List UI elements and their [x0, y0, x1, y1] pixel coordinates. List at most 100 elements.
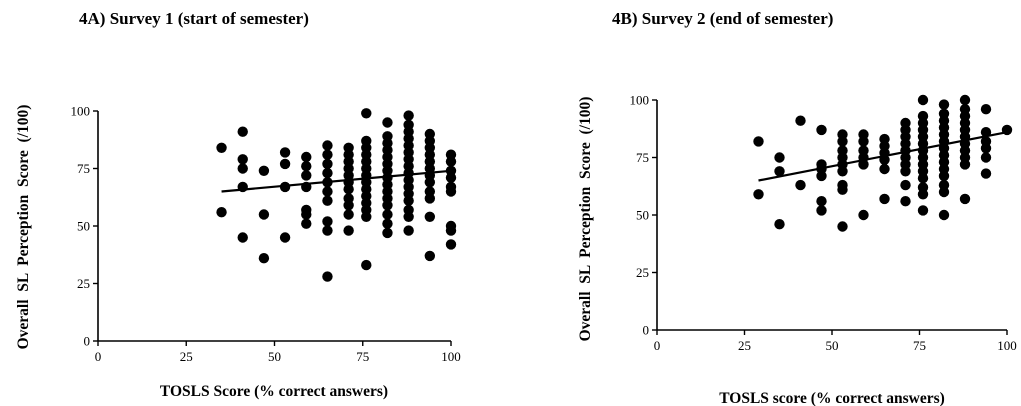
data-point: [917, 205, 929, 216]
y-tick-label: 25: [636, 265, 649, 280]
chart-title: 4A) Survey 1 (start of semester): [79, 9, 309, 28]
data-point: [980, 168, 992, 179]
data-point: [795, 179, 806, 191]
data-point: [980, 152, 992, 163]
data-point: [445, 239, 457, 250]
data-point: [774, 219, 785, 230]
y-tick-label: 0: [643, 323, 650, 338]
data-point: [279, 181, 291, 193]
data-point: [858, 159, 869, 170]
data-point: [322, 216, 333, 227]
y-tick-label: 75: [77, 161, 90, 176]
x-axis-label: TOSLS score (% correct answers): [719, 390, 945, 406]
data-point: [322, 271, 333, 282]
x-tick-label: 75: [913, 338, 926, 353]
data-point: [343, 184, 354, 195]
y-tick-label: 100: [630, 93, 650, 108]
data-point: [858, 209, 869, 221]
data-point: [424, 250, 436, 262]
data-point: [917, 189, 929, 200]
data-point: [980, 143, 992, 154]
x-tick-label: 25: [180, 349, 193, 364]
x-tick-label: 0: [654, 338, 661, 353]
data-point: [403, 195, 414, 206]
data-point: [382, 227, 393, 239]
data-point: [322, 140, 333, 151]
data-point: [343, 225, 354, 236]
data-point: [237, 232, 248, 243]
data-point: [301, 170, 312, 181]
data-point: [837, 221, 848, 232]
x-tick-label: 25: [738, 338, 751, 353]
data-point: [858, 136, 869, 147]
data-point: [959, 94, 971, 106]
data-point: [237, 163, 248, 174]
data-point: [917, 94, 929, 106]
data-point: [938, 170, 950, 182]
y-tick-label: 50: [636, 208, 649, 223]
data-point: [403, 110, 414, 121]
data-point: [774, 166, 785, 177]
data-point: [403, 225, 414, 236]
data-point: [774, 152, 785, 163]
data-point: [216, 207, 227, 218]
data-point: [237, 154, 248, 165]
data-point: [343, 200, 354, 211]
data-point: [361, 211, 372, 222]
data-point: [382, 218, 393, 229]
data-point: [322, 158, 333, 170]
y-tick-label: 100: [71, 104, 91, 119]
trend-line: [221, 169, 452, 193]
y-axis-label: Overall SL Perception Score (/100): [577, 97, 594, 342]
data-point: [279, 232, 291, 243]
data-point: [959, 193, 971, 205]
data-point: [938, 209, 950, 221]
data-point: [216, 142, 227, 153]
data-point: [445, 172, 457, 183]
data-point: [361, 259, 372, 271]
y-tick-label: 0: [84, 334, 91, 349]
data-point: [301, 218, 312, 229]
data-point: [343, 209, 354, 220]
data-point: [816, 196, 827, 207]
data-point: [382, 200, 393, 211]
x-tick-label: 100: [997, 338, 1017, 353]
data-point: [301, 151, 312, 163]
y-tick-label: 50: [77, 219, 90, 234]
data-point: [938, 186, 950, 198]
data-point: [322, 195, 333, 206]
data-point: [445, 186, 457, 197]
data-point: [445, 225, 457, 236]
data-point: [900, 179, 911, 191]
data-point: [403, 211, 414, 222]
scatter-panel-survey1: 4A) Survey 1 (start of semester) 0 25 50 75…: [0, 0, 510, 406]
data-point: [900, 166, 911, 177]
data-point: [445, 156, 457, 167]
data-point: [816, 124, 827, 136]
data-point: [959, 159, 971, 170]
chart-canvas: 0 25 50 75 100 0 25 50 75 100 TOSLS Score (% corre…: [15, 104, 461, 401]
x-tick-label: 0: [95, 349, 102, 364]
data-point: [424, 193, 436, 204]
data-point: [258, 165, 270, 176]
data-point: [837, 184, 848, 195]
x-tick-label: 75: [356, 349, 369, 364]
data-point: [816, 205, 827, 216]
data-point: [382, 117, 393, 128]
data-point: [795, 115, 806, 126]
y-tick-label: 25: [77, 276, 90, 291]
scatter-panel-survey2: 4B) Survey 2 (end of semester) 0 25 50 75 10…: [510, 0, 1021, 406]
data-point: [424, 177, 436, 188]
data-point: [258, 253, 270, 264]
data-point: [424, 211, 436, 222]
data-point: [322, 186, 333, 197]
x-tick-label: 50: [268, 349, 281, 364]
data-point: [879, 193, 890, 205]
chart-canvas: 0 25 50 75 100 0 25 50 75 100 TOSLS score (% corre…: [577, 93, 1017, 406]
data-point: [322, 167, 333, 179]
data-point: [279, 158, 291, 170]
data-point: [301, 209, 312, 220]
chart-title: 4B) Survey 2 (end of semester): [612, 9, 834, 28]
data-point: [753, 136, 764, 147]
data-point: [837, 166, 848, 177]
